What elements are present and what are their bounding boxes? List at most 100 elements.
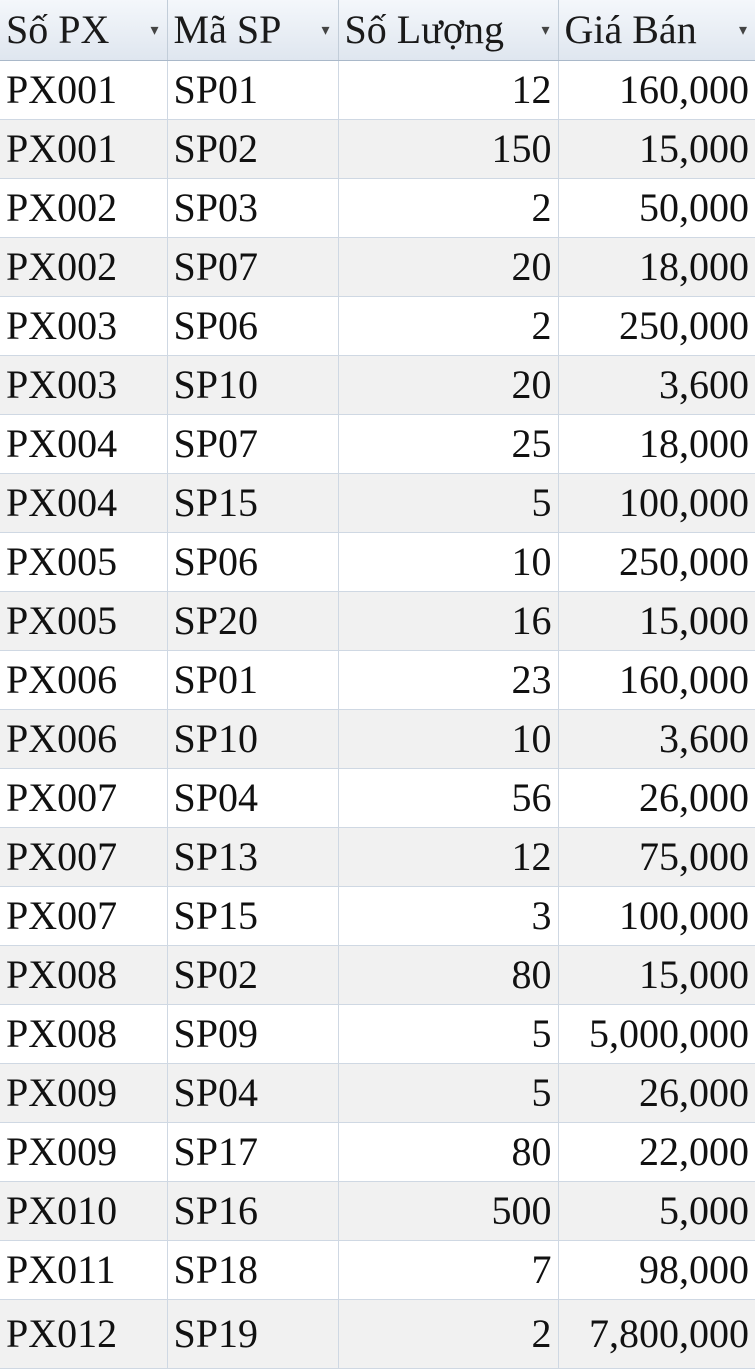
cell-so-px[interactable]: PX001 <box>0 60 168 120</box>
cell-gia-ban[interactable]: 18,000 <box>558 414 755 474</box>
cell-so-px[interactable]: PX007 <box>0 886 168 946</box>
cell-so-px[interactable]: PX009 <box>0 1122 168 1182</box>
cell-ma-sp[interactable]: SP03 <box>167 178 339 238</box>
table-row[interactable]: PX002 SP03 2 50,000 <box>0 178 755 238</box>
cell-so-luong[interactable]: 20 <box>338 237 559 297</box>
cell-so-px[interactable]: PX012 <box>0 1299 168 1369</box>
cell-so-px[interactable]: PX006 <box>0 650 168 710</box>
filter-dropdown-icon[interactable]: ▾ <box>541 21 550 39</box>
cell-so-luong[interactable]: 7 <box>338 1240 559 1300</box>
cell-gia-ban[interactable]: 100,000 <box>558 886 755 946</box>
cell-ma-sp[interactable]: SP01 <box>167 60 339 120</box>
filter-dropdown-icon[interactable]: ▾ <box>150 21 159 39</box>
cell-so-px[interactable]: PX004 <box>0 473 168 533</box>
cell-ma-sp[interactable]: SP16 <box>167 1181 339 1241</box>
table-row[interactable]: PX010 SP16 500 5,000 <box>0 1181 755 1241</box>
cell-ma-sp[interactable]: SP15 <box>167 473 339 533</box>
cell-so-luong[interactable]: 5 <box>338 1004 559 1064</box>
cell-so-px[interactable]: PX002 <box>0 178 168 238</box>
table-row[interactable]: PX007 SP15 3 100,000 <box>0 886 755 946</box>
cell-ma-sp[interactable]: SP10 <box>167 355 339 415</box>
cell-ma-sp[interactable]: SP18 <box>167 1240 339 1300</box>
table-row[interactable]: PX004 SP07 25 18,000 <box>0 414 755 474</box>
cell-ma-sp[interactable]: SP07 <box>167 414 339 474</box>
cell-so-luong[interactable]: 500 <box>338 1181 559 1241</box>
cell-so-luong[interactable]: 150 <box>338 119 559 179</box>
cell-so-px[interactable]: PX010 <box>0 1181 168 1241</box>
table-row[interactable]: PX002 SP07 20 18,000 <box>0 237 755 297</box>
cell-gia-ban[interactable]: 3,600 <box>558 709 755 769</box>
cell-ma-sp[interactable]: SP02 <box>167 945 339 1005</box>
cell-gia-ban[interactable]: 15,000 <box>558 591 755 651</box>
cell-so-luong[interactable]: 80 <box>338 945 559 1005</box>
cell-gia-ban[interactable]: 100,000 <box>558 473 755 533</box>
cell-gia-ban[interactable]: 26,000 <box>558 1063 755 1123</box>
header-ma-sp[interactable]: Mã SP ▾ <box>167 0 339 61</box>
table-row[interactable]: PX007 SP13 12 75,000 <box>0 827 755 887</box>
cell-ma-sp[interactable]: SP13 <box>167 827 339 887</box>
cell-so-luong[interactable]: 2 <box>338 1299 559 1369</box>
cell-gia-ban[interactable]: 250,000 <box>558 532 755 592</box>
table-row[interactable]: PX003 SP10 20 3,600 <box>0 355 755 415</box>
cell-so-px[interactable]: PX011 <box>0 1240 168 1300</box>
table-row[interactable]: PX006 SP10 10 3,600 <box>0 709 755 769</box>
cell-so-px[interactable]: PX005 <box>0 532 168 592</box>
filter-dropdown-icon[interactable]: ▾ <box>321 21 330 39</box>
cell-gia-ban[interactable]: 98,000 <box>558 1240 755 1300</box>
filter-dropdown-icon[interactable]: ▾ <box>738 21 747 39</box>
cell-so-px[interactable]: PX001 <box>0 119 168 179</box>
cell-so-luong[interactable]: 12 <box>338 60 559 120</box>
table-row[interactable]: PX011 SP18 7 98,000 <box>0 1240 755 1300</box>
table-row[interactable]: PX001 SP01 12 160,000 <box>0 60 755 120</box>
header-gia-ban[interactable]: Giá Bán ▾ <box>558 0 755 61</box>
cell-gia-ban[interactable]: 5,000,000 <box>558 1004 755 1064</box>
cell-so-luong[interactable]: 56 <box>338 768 559 828</box>
cell-so-luong[interactable]: 23 <box>338 650 559 710</box>
table-row[interactable]: PX004 SP15 5 100,000 <box>0 473 755 533</box>
cell-ma-sp[interactable]: SP17 <box>167 1122 339 1182</box>
cell-ma-sp[interactable]: SP01 <box>167 650 339 710</box>
cell-ma-sp[interactable]: SP06 <box>167 296 339 356</box>
cell-gia-ban[interactable]: 75,000 <box>558 827 755 887</box>
cell-so-px[interactable]: PX002 <box>0 237 168 297</box>
cell-so-px[interactable]: PX003 <box>0 296 168 356</box>
cell-so-px[interactable]: PX004 <box>0 414 168 474</box>
cell-so-luong[interactable]: 20 <box>338 355 559 415</box>
cell-so-luong[interactable]: 16 <box>338 591 559 651</box>
cell-so-px[interactable]: PX006 <box>0 709 168 769</box>
cell-so-luong[interactable]: 2 <box>338 178 559 238</box>
cell-gia-ban[interactable]: 250,000 <box>558 296 755 356</box>
cell-ma-sp[interactable]: SP10 <box>167 709 339 769</box>
table-row[interactable]: PX006 SP01 23 160,000 <box>0 650 755 710</box>
table-row[interactable]: PX009 SP04 5 26,000 <box>0 1063 755 1123</box>
cell-gia-ban[interactable]: 26,000 <box>558 768 755 828</box>
table-row[interactable]: PX005 SP06 10 250,000 <box>0 532 755 592</box>
cell-so-luong[interactable]: 25 <box>338 414 559 474</box>
cell-so-luong[interactable]: 10 <box>338 709 559 769</box>
cell-ma-sp[interactable]: SP09 <box>167 1004 339 1064</box>
cell-so-luong[interactable]: 80 <box>338 1122 559 1182</box>
cell-gia-ban[interactable]: 50,000 <box>558 178 755 238</box>
table-row[interactable]: PX003 SP06 2 250,000 <box>0 296 755 356</box>
cell-gia-ban[interactable]: 3,600 <box>558 355 755 415</box>
cell-gia-ban[interactable]: 5,000 <box>558 1181 755 1241</box>
cell-so-luong[interactable]: 5 <box>338 473 559 533</box>
header-so-luong[interactable]: Số Lượng ▾ <box>338 0 559 61</box>
cell-so-px[interactable]: PX008 <box>0 1004 168 1064</box>
table-row[interactable]: PX012 SP19 2 7,800,000 <box>0 1299 755 1369</box>
cell-so-px[interactable]: PX005 <box>0 591 168 651</box>
table-row[interactable]: PX009 SP17 80 22,000 <box>0 1122 755 1182</box>
cell-ma-sp[interactable]: SP15 <box>167 886 339 946</box>
cell-ma-sp[interactable]: SP06 <box>167 532 339 592</box>
cell-so-px[interactable]: PX007 <box>0 768 168 828</box>
cell-ma-sp[interactable]: SP20 <box>167 591 339 651</box>
cell-so-luong[interactable]: 5 <box>338 1063 559 1123</box>
cell-gia-ban[interactable]: 15,000 <box>558 945 755 1005</box>
cell-gia-ban[interactable]: 160,000 <box>558 60 755 120</box>
cell-so-luong[interactable]: 12 <box>338 827 559 887</box>
cell-so-luong[interactable]: 3 <box>338 886 559 946</box>
cell-so-px[interactable]: PX008 <box>0 945 168 1005</box>
cell-so-px[interactable]: PX009 <box>0 1063 168 1123</box>
table-row[interactable]: PX008 SP09 5 5,000,000 <box>0 1004 755 1064</box>
cell-ma-sp[interactable]: SP04 <box>167 768 339 828</box>
